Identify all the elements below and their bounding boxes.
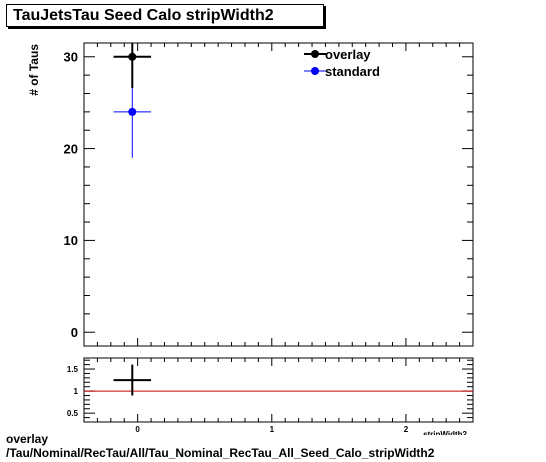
- chart-title-box: TauJetsTau Seed Calo stripWidth2: [6, 4, 324, 27]
- footer-caption: overlay /Tau/Nominal/RecTau/All/Tau_Nomi…: [6, 432, 434, 460]
- y-axis-label: # of Taus: [27, 44, 41, 96]
- x-tick-label: 0: [135, 425, 140, 434]
- ratio-y-tick-label: 0.5: [67, 409, 79, 418]
- legend-label: standard: [325, 64, 380, 79]
- footer-line-2: /Tau/Nominal/RecTau/All/Tau_Nominal_RecT…: [6, 446, 435, 460]
- y-tick-label: 10: [64, 233, 78, 248]
- data-point-overlay: [113, 43, 152, 88]
- y-tick-label: 0: [71, 325, 78, 340]
- plot-frame: [83, 357, 474, 423]
- ratio-y-tick-label: 1.5: [67, 365, 79, 374]
- main-plot-panel: 0 10 20 30 # of Taus overlay standard: [27, 42, 474, 347]
- legend-label: overlay: [325, 47, 371, 62]
- y-tick-label: 30: [64, 49, 78, 64]
- legend-entry-standard: standard: [304, 64, 380, 79]
- legend-entry-overlay: overlay: [304, 47, 371, 62]
- label-clip-cover: [380, 435, 546, 462]
- ratio-data-point: [113, 364, 152, 396]
- footer-line-1: overlay: [6, 432, 49, 446]
- ratio-plot-panel: 0.5 1 1.5 0 1 2 stripWidth2: [67, 357, 474, 439]
- ratio-y-tick-label: 1: [74, 387, 79, 396]
- data-point-standard-marker: [128, 107, 137, 116]
- data-point-overlay-marker: [128, 52, 137, 61]
- x-tick-label: 2: [404, 425, 409, 434]
- y-tick-label: 20: [64, 141, 78, 156]
- legend-marker: [311, 67, 319, 75]
- x-axis-label: stripWidth2: [423, 430, 467, 439]
- legend-marker: [311, 50, 319, 58]
- x-tick-label: 1: [270, 425, 275, 434]
- plot-frame: [83, 42, 474, 347]
- chart-title: TauJetsTau Seed Calo stripWidth2: [13, 6, 274, 24]
